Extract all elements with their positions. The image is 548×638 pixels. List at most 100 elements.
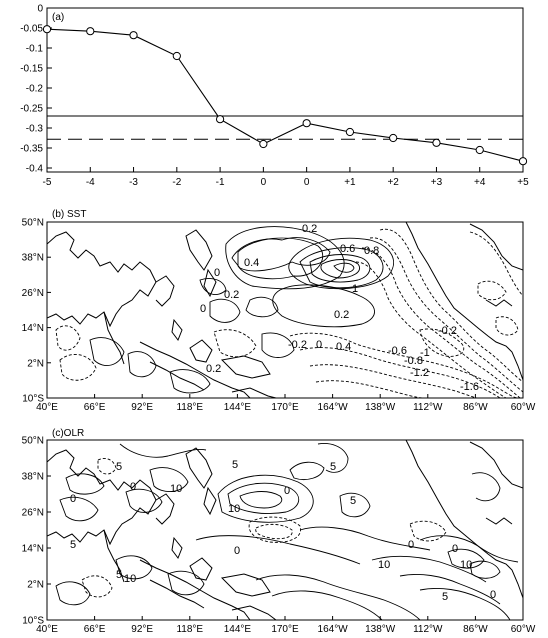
olr-contour-label: 0: [284, 485, 290, 497]
sst-contour-label: -0.6: [388, 345, 407, 357]
lat-tick-label: 50°N: [22, 218, 44, 229]
y-tick-label: -0.25: [20, 104, 43, 115]
sst-contour-labels: 0.2 0.4 0.6 0 0.8 1 0.2 0.2 0 -0.2 0 0.4…: [200, 223, 479, 393]
lon-tick-label: 40°E: [36, 624, 58, 635]
olr-contour-label: 10: [228, 503, 240, 515]
y-tick-label: -0.35: [20, 144, 43, 155]
lon-tick-label: 170°E: [271, 624, 299, 635]
x-tick-label: -3: [129, 177, 138, 188]
sst-contour-label: -0.2: [288, 339, 307, 351]
lat-tick-label: 10°S: [22, 616, 44, 627]
olr-contour-label: 5: [116, 569, 122, 581]
y-tick-label: -0.2: [26, 84, 44, 95]
x-tick-label: +1: [344, 177, 356, 188]
lat-tick-label: 14°N: [22, 544, 44, 555]
olr-contour-label: 0: [490, 589, 496, 601]
olr-contour-label: 5: [232, 459, 238, 471]
olr-contour-label: 5: [70, 539, 76, 551]
lat-tick-label: 10°S: [22, 394, 44, 405]
sst-contour-label: 0.4: [336, 341, 351, 353]
lon-tick-label: 86°W: [463, 402, 488, 413]
data-point: [259, 139, 268, 149]
sst-contour-label: 0: [316, 339, 322, 351]
olr-contour-label: 10: [170, 483, 182, 495]
lon-tick-label: 112°W: [413, 624, 443, 635]
lat-tick-label: 38°N: [22, 472, 44, 483]
sst-contours: [55, 226, 523, 398]
lon-tick-label: 138°W: [365, 402, 396, 413]
lon-tick-label: 144°E: [224, 402, 252, 413]
olr-contours: [55, 443, 519, 620]
x-tick-label: +3: [431, 177, 443, 188]
sst-contour-label: 0.2: [206, 363, 221, 375]
data-point: [129, 31, 138, 40]
olr-contour-label: 0: [234, 545, 240, 557]
y-tick-label: -0.05: [20, 24, 43, 35]
lon-tick-label: 92°E: [131, 402, 153, 413]
olr-contour-label: 5: [116, 461, 122, 473]
data-point: [215, 115, 225, 124]
lon-tick-label: 112°W: [413, 402, 443, 413]
y-tick-label: -0.4: [26, 164, 44, 175]
sst-contour-label: 0.2: [302, 223, 317, 235]
lon-tick-label: 164°W: [318, 624, 349, 635]
data-point: [432, 138, 441, 147]
lon-tick-label: 138°W: [365, 624, 396, 635]
lon-tick-label: 92°E: [131, 624, 153, 635]
lat-tick-label: 50°N: [22, 436, 44, 447]
lon-tick-label: 60°W: [511, 402, 536, 413]
lat-tick-label: 14°N: [22, 323, 44, 334]
data-point: [475, 145, 484, 155]
lon-tick-label: 164°W: [318, 402, 349, 413]
x-tick-label: 0: [261, 177, 267, 188]
panel-b-sst-map: (b) SST: [22, 209, 536, 413]
olr-contour-label: 5: [330, 461, 336, 473]
lat-tick-label: 38°N: [22, 253, 44, 264]
data-point: [42, 25, 52, 34]
data-point: [345, 127, 355, 137]
data-point: [86, 27, 95, 36]
olr-contour-label: 0: [130, 481, 136, 493]
olr-contour-label: 0: [70, 493, 76, 505]
olr-contour-label: 10: [460, 559, 472, 571]
panel-a-line-chart: (a) 0 -0.05 -0.1 -0.15 -0.2 -0.25 -0.3 -0.35 -0.…: [20, 4, 529, 189]
y-tick-label: -0.15: [20, 64, 43, 75]
sst-contour-label: -1.6: [460, 381, 479, 393]
sst-contour-label: -0.2: [438, 325, 457, 337]
lat-tick-label: 26°N: [22, 288, 44, 299]
x-tick-label: +2: [387, 177, 399, 188]
data-point: [302, 119, 311, 128]
sst-contour-label: 0.4: [244, 257, 259, 269]
x-tick-label: 0: [304, 177, 310, 188]
olr-contour-labels: 5 0 10 5 0 10 5 0 5 0 5 10 5 0 10 0 10 5…: [70, 459, 496, 603]
panel-a-label: (a): [52, 12, 64, 23]
lon-tick-label: 170°E: [271, 402, 299, 413]
panel-b-label: (b) SST: [52, 209, 86, 220]
y-tick-label: -0.3: [26, 124, 44, 135]
coastlines: [47, 222, 523, 398]
x-tick-label: +5: [517, 177, 529, 188]
sst-contour-label: 0: [214, 267, 220, 279]
sst-contour-label: 0.2: [334, 309, 349, 321]
lon-tick-label: 60°W: [511, 624, 536, 635]
lat-tick-label: 2°N: [27, 358, 44, 369]
sst-contour-label: 0.6: [340, 243, 355, 255]
data-point: [172, 51, 181, 61]
y-tick-label: 0: [37, 4, 43, 15]
lon-tick-label: 118°E: [176, 624, 203, 635]
olr-contour-label: 0: [408, 539, 414, 551]
olr-contour-label: 5: [350, 495, 356, 507]
lat-tick-label: 2°N: [27, 580, 44, 591]
x-tick-label: -5: [43, 177, 52, 188]
sst-contour-label: -1.2: [410, 367, 429, 379]
data-point: [518, 157, 528, 166]
sst-contour-label: -0.8: [404, 355, 423, 367]
lon-tick-label: 144°E: [224, 624, 252, 635]
sst-contour-label: 0.2: [224, 289, 239, 301]
olr-contour-label: 0: [452, 543, 458, 555]
lon-tick-label: 86°W: [463, 624, 488, 635]
x-tick-label: +4: [474, 177, 486, 188]
olr-contour-label: 10: [378, 559, 390, 571]
lon-tick-label: 66°E: [84, 624, 106, 635]
